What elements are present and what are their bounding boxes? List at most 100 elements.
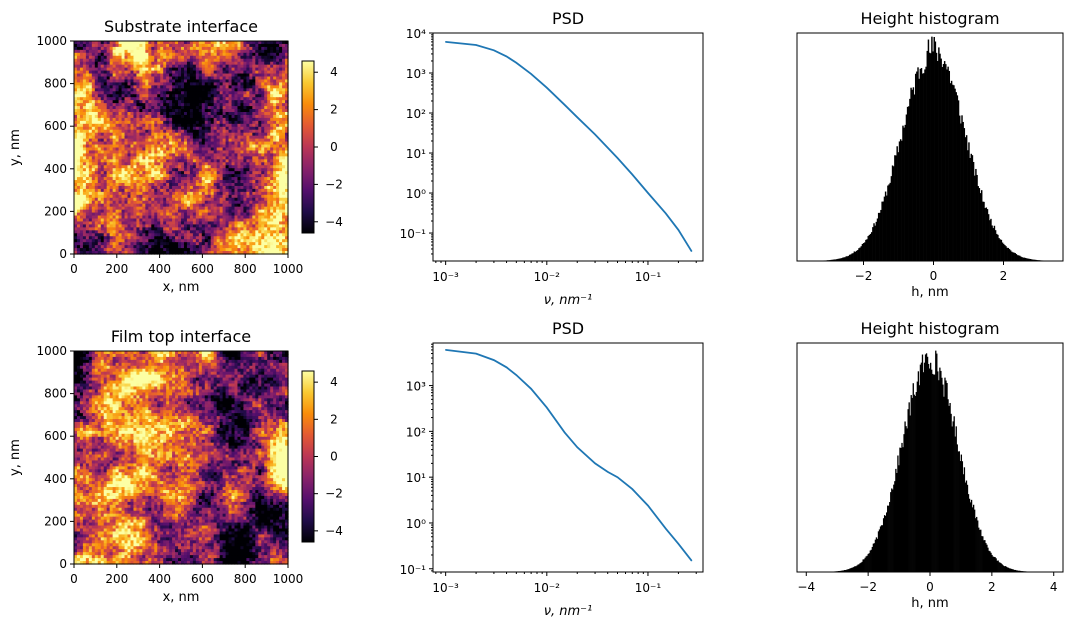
heatmap-cell xyxy=(249,191,253,196)
heatmap-cell xyxy=(115,100,120,104)
heatmap-cell xyxy=(106,106,111,110)
heatmap-cell xyxy=(198,233,203,237)
heatmap-cell xyxy=(178,46,182,51)
heatmap-cell xyxy=(139,185,143,190)
heatmap-cell xyxy=(255,165,259,169)
heatmap-cell xyxy=(103,129,108,134)
heatmap-cell xyxy=(157,233,161,237)
heatmap-cell xyxy=(189,197,194,202)
heatmap-cell xyxy=(133,144,138,149)
heatmap-cell xyxy=(210,144,215,149)
heatmap-cell xyxy=(121,168,126,172)
heatmap-cell xyxy=(139,150,143,155)
heatmap-cell xyxy=(249,150,253,155)
heatmap-cell xyxy=(270,61,274,66)
heatmap-cell xyxy=(210,183,215,187)
heatmap-cell xyxy=(109,159,114,163)
heatmap-cell xyxy=(154,171,158,175)
heatmap-cell xyxy=(181,162,185,166)
heatmap-cell xyxy=(139,224,143,228)
heatmap-cell xyxy=(252,221,256,226)
heatmap-cell xyxy=(195,171,200,175)
heatmap-cell xyxy=(160,135,164,140)
heatmap-cell xyxy=(207,218,212,223)
heatmap-cell xyxy=(172,70,176,75)
heatmap-cell xyxy=(163,114,167,119)
heatmap-cell xyxy=(109,188,114,193)
heatmap-cell xyxy=(178,135,182,140)
heatmap-cell xyxy=(127,120,132,125)
heatmap-cell xyxy=(151,46,155,51)
heatmap-cell xyxy=(198,100,203,104)
heatmap-cell xyxy=(204,159,209,163)
heatmap-cell xyxy=(88,46,93,51)
heatmap-cell xyxy=(88,103,93,107)
heatmap-cell xyxy=(178,185,182,190)
heatmap-cell xyxy=(216,132,221,137)
heatmap-cell xyxy=(109,70,114,75)
heatmap-cell xyxy=(237,209,242,214)
heatmap-cell xyxy=(118,132,123,137)
heatmap-cell xyxy=(74,144,78,149)
heatmap-cell xyxy=(207,209,212,214)
heatmap-cell xyxy=(121,117,126,122)
heatmap-cell xyxy=(198,171,203,175)
heatmap-cell xyxy=(231,94,236,98)
heatmap-cell xyxy=(273,103,277,107)
heatmap-cell xyxy=(264,224,268,228)
heatmap-cell xyxy=(121,206,126,211)
heatmap-cell xyxy=(175,94,179,98)
heatmap-cell xyxy=(210,73,215,78)
heatmap-cell xyxy=(192,221,197,226)
heatmap-cell xyxy=(74,55,78,60)
heatmap-cell xyxy=(103,46,108,51)
heatmap-cell xyxy=(157,138,161,143)
heatmap-cell xyxy=(282,203,286,208)
heatmap-cell xyxy=(151,73,155,78)
heatmap-cell xyxy=(198,132,203,137)
heatmap-cell xyxy=(210,43,215,48)
heatmap-cell xyxy=(112,85,117,89)
heatmap-cell xyxy=(201,112,206,116)
heatmap-cell xyxy=(136,106,140,110)
heatmap-cell xyxy=(109,177,114,181)
heatmap-cell xyxy=(270,180,274,184)
heatmap-cell xyxy=(264,126,268,131)
heatmap-cell xyxy=(157,212,161,217)
heatmap-cell xyxy=(192,67,197,72)
heatmap-cell xyxy=(124,52,129,57)
heatmap-cell xyxy=(175,171,179,175)
heatmap-cell xyxy=(216,123,221,128)
heatmap-cell xyxy=(207,41,212,45)
heatmap-cell xyxy=(255,67,259,72)
heatmap-cell xyxy=(189,100,194,104)
heatmap-cell xyxy=(142,159,146,163)
heatmap-cell xyxy=(76,103,81,107)
heatmap-cell xyxy=(195,174,200,178)
heatmap-cell xyxy=(127,117,132,122)
heatmap-cell xyxy=(276,215,280,220)
heatmap-cell xyxy=(219,41,224,45)
heatmap-cell xyxy=(195,117,200,122)
heatmap-cell xyxy=(151,94,155,98)
heatmap-cell xyxy=(76,82,81,86)
heatmap-cell xyxy=(82,94,87,98)
heatmap-cell xyxy=(285,123,289,128)
heatmap-cell xyxy=(267,233,271,237)
heatmap-cell xyxy=(130,100,135,104)
heatmap-cell xyxy=(79,239,84,243)
heatmap-cell xyxy=(198,230,203,234)
heatmap-cell xyxy=(175,191,179,196)
heatmap-cell xyxy=(181,183,185,187)
heatmap-cell xyxy=(130,97,135,101)
heatmap-cell xyxy=(213,46,218,51)
heatmap-cell xyxy=(136,85,140,89)
heatmap-cell xyxy=(246,224,250,228)
heatmap-cell xyxy=(127,58,132,63)
heatmap-cell xyxy=(106,227,111,231)
heatmap-cell xyxy=(252,112,256,116)
heatmap-cell xyxy=(237,153,242,157)
heatmap-cell xyxy=(175,132,179,137)
heatmap-cell xyxy=(240,55,245,60)
heatmap-cell xyxy=(175,212,179,217)
